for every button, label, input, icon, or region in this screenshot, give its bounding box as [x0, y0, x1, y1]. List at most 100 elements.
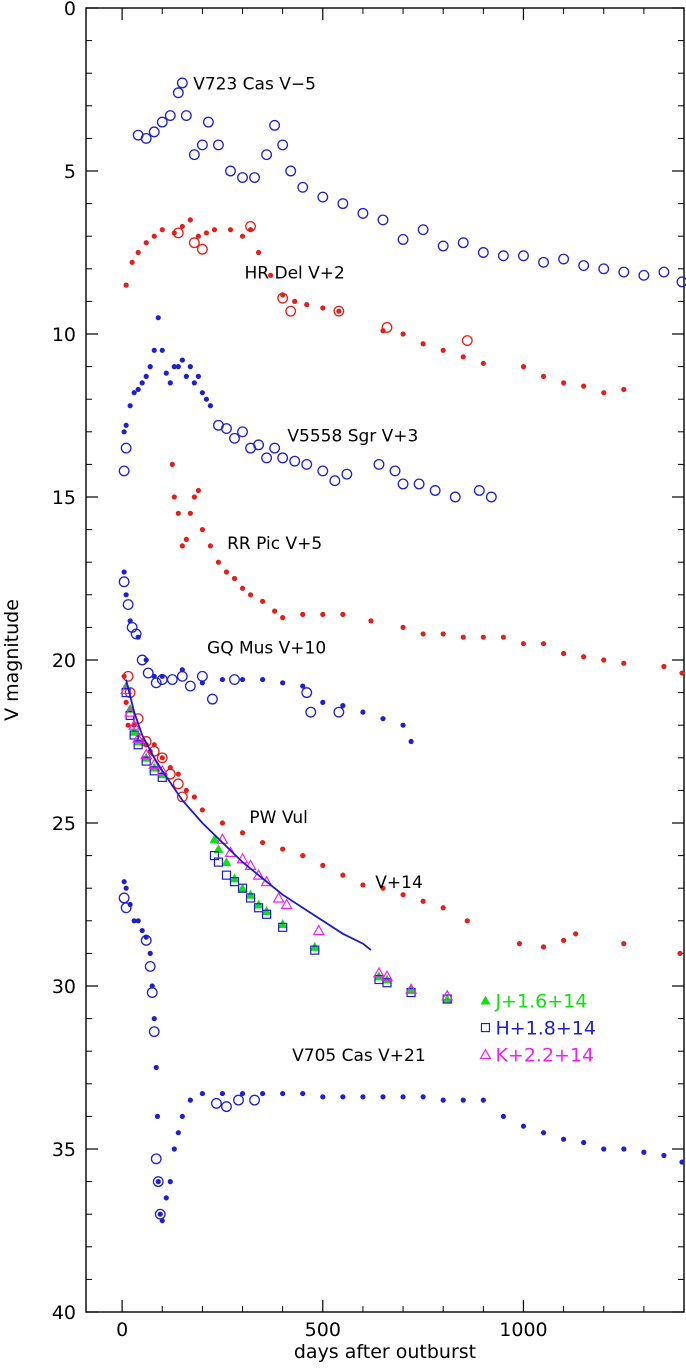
series-pwvul_fit — [125, 679, 372, 951]
data-point — [229, 674, 240, 686]
data-point — [139, 380, 145, 386]
data-point — [247, 592, 254, 598]
data-point — [601, 1146, 607, 1152]
y-tick-label: 15 — [52, 487, 76, 509]
data-point — [175, 771, 181, 777]
data-point — [156, 116, 168, 128]
data-point — [155, 1179, 161, 1185]
data-point — [520, 1123, 527, 1129]
annotation-v723: V723 Cas V−5 — [193, 75, 316, 95]
data-point — [520, 364, 527, 370]
data-point — [320, 699, 326, 705]
data-point — [333, 706, 345, 718]
data-point — [320, 305, 326, 311]
data-point — [237, 172, 248, 183]
data-point — [187, 364, 193, 370]
data-point — [223, 569, 230, 575]
data-point — [440, 347, 446, 353]
data-point — [253, 439, 265, 451]
data-point — [166, 674, 178, 686]
data-point — [598, 263, 610, 275]
data-point — [122, 670, 134, 682]
data-point — [292, 298, 298, 304]
data-point — [621, 660, 627, 666]
data-point — [601, 657, 607, 663]
data-point — [207, 543, 214, 549]
data-point — [389, 465, 401, 477]
data-point — [188, 237, 200, 249]
data-point — [140, 736, 152, 747]
data-point — [237, 426, 248, 438]
data-point — [159, 755, 165, 761]
data-point — [638, 269, 650, 281]
data-point — [136, 654, 148, 666]
data-point — [159, 347, 165, 353]
tick-labels: 0 500 1000 0 5 10 15 20 25 30 35 40 — [52, 0, 548, 1341]
data-point — [148, 758, 161, 769]
data-point — [621, 1146, 627, 1152]
data-point — [540, 641, 547, 647]
data-point — [207, 403, 214, 409]
x-axis-label: days after outburst — [294, 1341, 476, 1363]
x-tick-label: 500 — [305, 1319, 341, 1341]
data-point — [442, 994, 453, 1004]
data-point — [124, 705, 137, 717]
data-point — [413, 478, 425, 490]
x-tick-label: 1000 — [499, 1319, 547, 1341]
data-point — [320, 611, 326, 617]
data-point — [123, 422, 129, 428]
data-point — [187, 510, 193, 516]
data-point — [560, 650, 567, 657]
data-point — [277, 452, 289, 464]
data-point — [148, 126, 160, 138]
data-point — [337, 198, 349, 210]
data-point — [320, 1094, 326, 1100]
data-point — [245, 220, 257, 232]
data-point — [199, 1090, 205, 1097]
data-point — [679, 670, 685, 676]
data-point — [212, 139, 224, 151]
data-point — [558, 253, 570, 265]
data-point — [227, 227, 234, 233]
data-point — [187, 217, 193, 223]
legend-marker — [479, 1048, 492, 1060]
data-point — [167, 1179, 173, 1185]
data-point — [202, 116, 214, 128]
data-point — [259, 676, 266, 683]
data-point — [123, 282, 129, 288]
series-v5558 — [121, 315, 214, 435]
data-point — [460, 634, 466, 640]
data-point — [131, 918, 137, 924]
data-point — [239, 830, 246, 836]
data-point — [252, 868, 265, 880]
series-v705_open — [118, 892, 261, 1220]
y-axis-label: V magnitude — [1, 599, 23, 721]
axis-ticks — [86, 7, 684, 1313]
data-point — [195, 233, 201, 239]
data-point — [380, 969, 394, 981]
data-point — [560, 1136, 567, 1142]
data-point — [176, 77, 188, 89]
data-point — [320, 862, 326, 868]
data-point — [237, 883, 248, 893]
data-point — [578, 260, 590, 271]
data-point — [141, 756, 151, 766]
data-point — [429, 485, 441, 496]
data-point — [140, 132, 152, 144]
data-point — [153, 1064, 159, 1071]
data-point — [239, 676, 246, 683]
data-point — [150, 677, 162, 689]
data-point — [176, 791, 188, 803]
data-point — [211, 227, 218, 233]
data-point — [278, 922, 288, 932]
data-point — [310, 945, 320, 955]
data-point — [464, 918, 470, 924]
data-point — [460, 354, 466, 360]
data-point — [540, 373, 547, 379]
y-tick-label: 10 — [52, 324, 76, 346]
data-point — [129, 730, 139, 740]
data-point — [215, 559, 222, 565]
data-point — [151, 347, 157, 353]
data-point — [518, 250, 529, 262]
data-point — [118, 576, 130, 588]
